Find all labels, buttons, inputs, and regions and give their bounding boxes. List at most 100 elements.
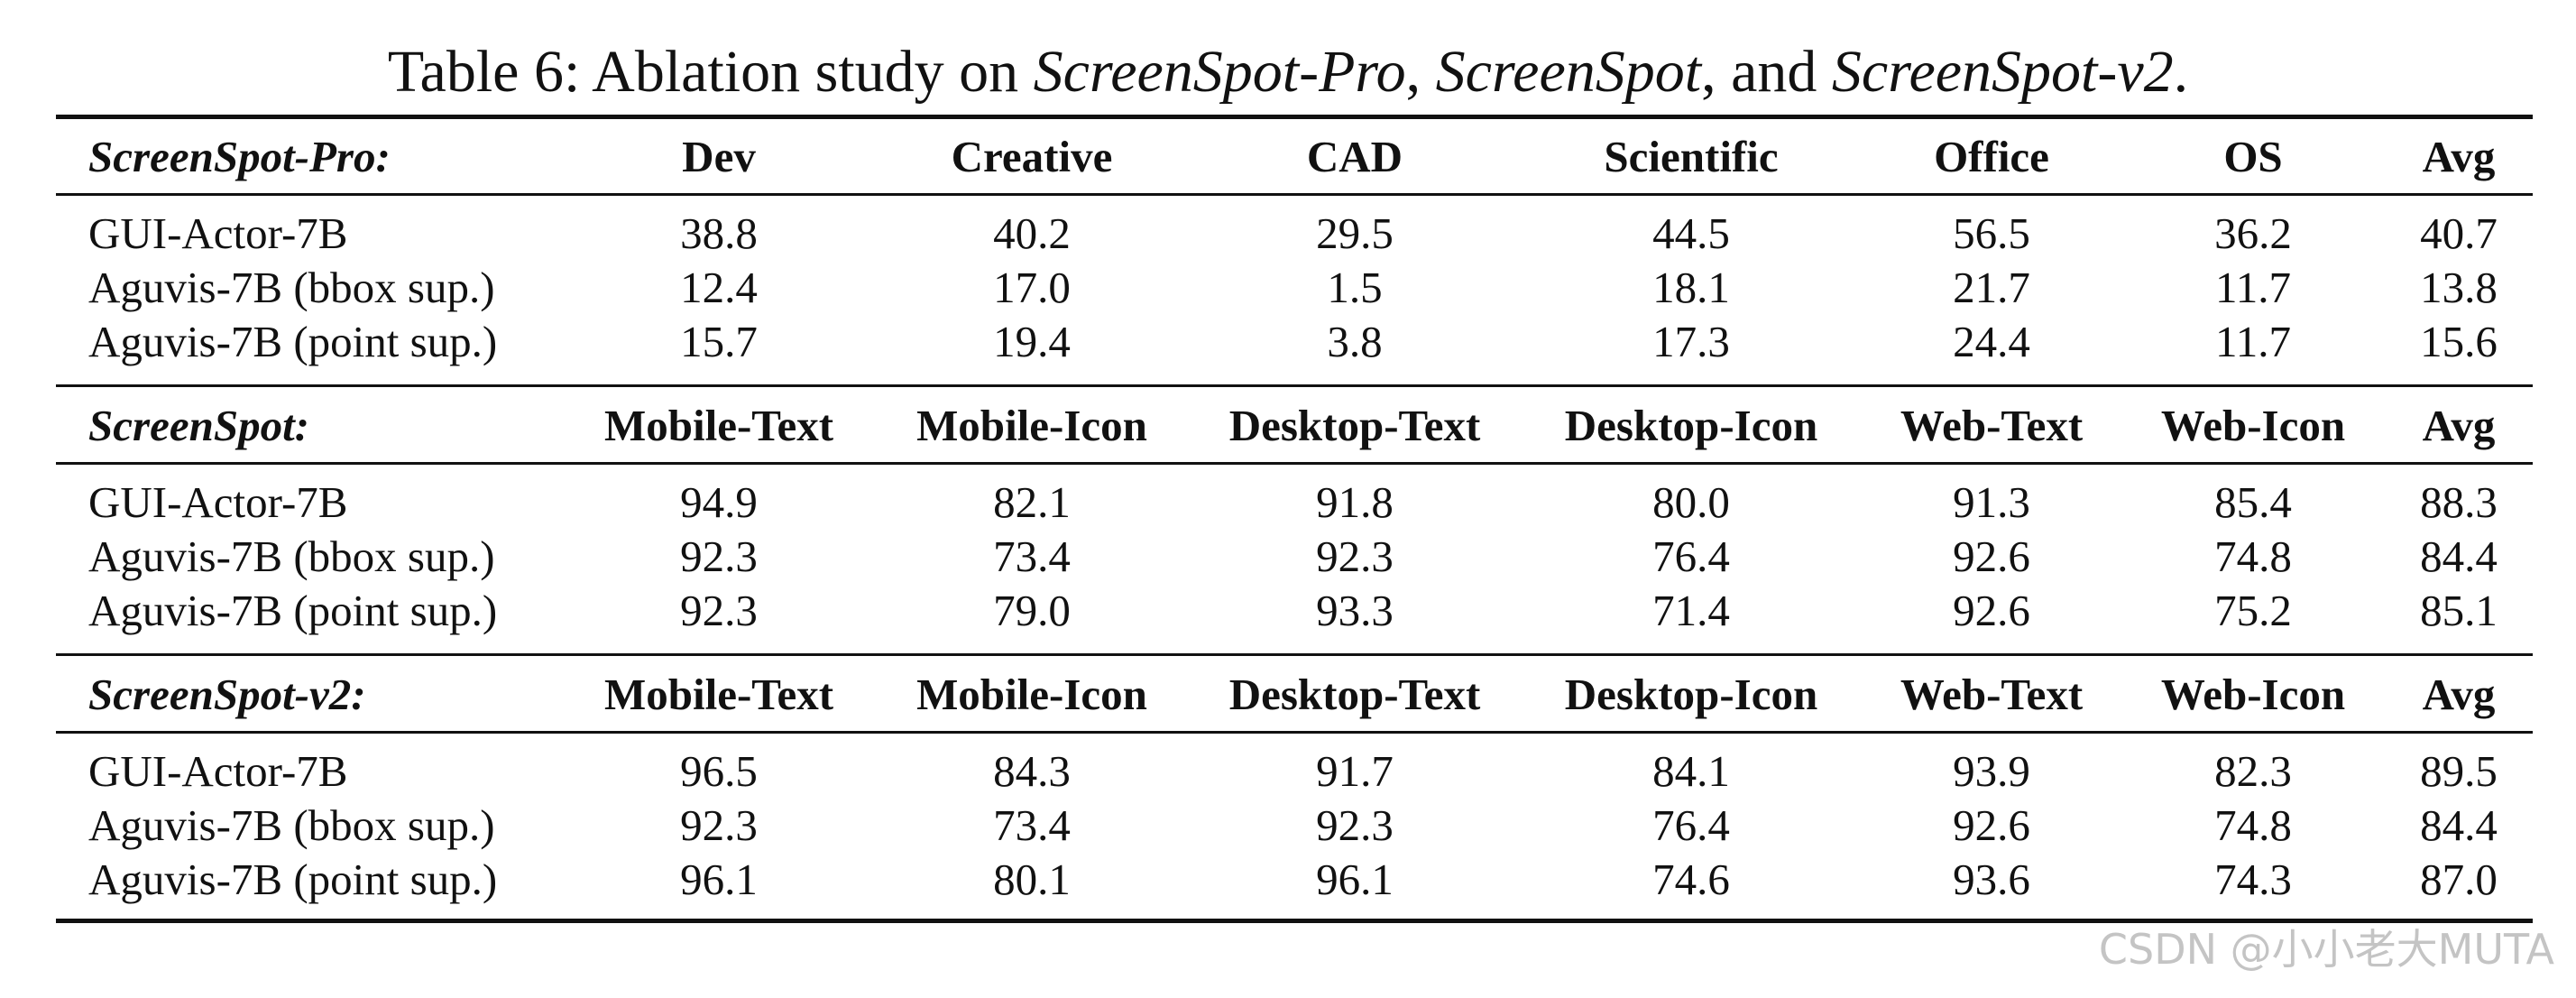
section-rule: [56, 653, 2533, 656]
model-name: Aguvis-7B (point sup.): [88, 317, 498, 366]
score-cell: 15.6: [2420, 317, 2498, 366]
score-cell: 12.4: [680, 263, 758, 312]
column-header: CAD: [1306, 132, 1403, 181]
score-cell: 92.3: [680, 586, 758, 635]
column-header: Mobile-Icon: [916, 670, 1147, 719]
score-cell: 93.6: [1953, 855, 2030, 904]
column-header: Desktop-Text: [1228, 401, 1481, 450]
score-cell: 84.4: [2420, 800, 2498, 850]
score-cell: 85.1: [2420, 586, 2498, 635]
score-cell: 74.6: [1652, 855, 1730, 904]
table-row: GUI-Actor-7B 94.9 82.1 91.8 80.0 91.3 85.4 88.3: [56, 476, 2533, 530]
table-row: Aguvis-7B (point sup.) 92.3 79.0 93.3 71.4 92…: [56, 584, 2533, 638]
table-caption: Table 6: Ablation study on ScreenSpot-Pr…: [0, 36, 2576, 108]
header-rule: [56, 731, 2533, 734]
column-header: Avg: [2422, 401, 2496, 450]
score-cell: 92.6: [1953, 531, 2030, 581]
score-cell: 18.1: [1652, 263, 1730, 312]
model-name: GUI-Actor-7B: [88, 746, 348, 796]
score-cell: 29.5: [1316, 208, 1394, 258]
score-cell: 74.3: [2214, 855, 2292, 904]
score-cell: 38.8: [680, 208, 758, 258]
score-cell: 82.3: [2214, 746, 2292, 796]
score-cell: 92.3: [680, 800, 758, 850]
caption-bench-screenspot-pro: ScreenSpot-Pro: [1033, 39, 1406, 105]
section-header-row: ScreenSpot-v2: Mobile-Text Mobile-Icon Desk…: [56, 668, 2533, 722]
table-row: Aguvis-7B (point sup.) 15.7 19.4 3.8 17.3 24.…: [56, 315, 2533, 369]
score-cell: 24.4: [1953, 317, 2030, 366]
table-row: Aguvis-7B (bbox sup.) 92.3 73.4 92.3 76.4 92.…: [56, 799, 2533, 853]
column-header: Web-Icon: [2160, 670, 2346, 719]
column-header: OS: [2223, 132, 2283, 181]
column-header: Mobile-Text: [603, 670, 834, 719]
score-cell: 13.8: [2420, 263, 2498, 312]
column-header: Desktop-Text: [1228, 670, 1481, 719]
score-cell: 94.9: [680, 477, 758, 527]
score-cell: 89.5: [2420, 746, 2498, 796]
score-cell: 76.4: [1652, 531, 1730, 581]
column-header: Avg: [2422, 670, 2496, 719]
score-cell: 91.3: [1953, 477, 2030, 527]
caption-sep-2: , and: [1701, 39, 1832, 105]
bottom-rule: [56, 919, 2533, 923]
score-cell: 76.4: [1652, 800, 1730, 850]
column-header: Creative: [951, 132, 1113, 181]
table-row: Aguvis-7B (point sup.) 96.1 80.1 96.1 74.6 93…: [56, 853, 2533, 907]
table-row: GUI-Actor-7B 38.8 40.2 29.5 44.5 56.5 36.2 40.7: [56, 207, 2533, 261]
score-cell: 40.7: [2420, 208, 2498, 258]
score-cell: 96.5: [680, 746, 758, 796]
score-cell: 92.3: [680, 531, 758, 581]
score-cell: 84.4: [2420, 531, 2498, 581]
score-cell: 92.6: [1953, 586, 2030, 635]
score-cell: 84.3: [993, 746, 1071, 796]
score-cell: 74.8: [2214, 800, 2292, 850]
score-cell: 71.4: [1652, 586, 1730, 635]
score-cell: 87.0: [2420, 855, 2498, 904]
score-cell: 96.1: [1316, 855, 1394, 904]
model-name: Aguvis-7B (bbox sup.): [88, 263, 495, 312]
score-cell: 17.3: [1652, 317, 1730, 366]
caption-suffix: .: [2173, 39, 2189, 105]
top-rule: [56, 115, 2533, 119]
section-name: ScreenSpot:: [88, 401, 309, 450]
score-cell: 44.5: [1652, 208, 1730, 258]
score-cell: 19.4: [993, 317, 1071, 366]
model-name: GUI-Actor-7B: [88, 477, 348, 527]
table-row: Aguvis-7B (bbox sup.) 12.4 17.0 1.5 18.1 21.7…: [56, 261, 2533, 315]
score-cell: 40.2: [993, 208, 1071, 258]
score-cell: 80.1: [993, 855, 1071, 904]
score-cell: 80.0: [1652, 477, 1730, 527]
score-cell: 85.4: [2214, 477, 2292, 527]
header-rule: [56, 193, 2533, 196]
column-header: Scientific: [1604, 132, 1779, 181]
score-cell: 96.1: [680, 855, 758, 904]
column-header: Desktop-Icon: [1564, 401, 1818, 450]
column-header: Avg: [2422, 132, 2496, 181]
score-cell: 92.6: [1953, 800, 2030, 850]
score-cell: 75.2: [2214, 586, 2292, 635]
score-cell: 3.8: [1327, 317, 1383, 366]
column-header: Desktop-Icon: [1564, 670, 1818, 719]
section-header-row: ScreenSpot: Mobile-Text Mobile-Icon Desktop…: [56, 399, 2533, 453]
score-cell: 91.8: [1316, 477, 1394, 527]
score-cell: 11.7: [2215, 317, 2291, 366]
score-cell: 93.9: [1953, 746, 2030, 796]
score-cell: 73.4: [993, 531, 1071, 581]
model-name: Aguvis-7B (point sup.): [88, 586, 498, 635]
table-row: GUI-Actor-7B 96.5 84.3 91.7 84.1 93.9 82.3 89.5: [56, 744, 2533, 799]
score-cell: 11.7: [2215, 263, 2291, 312]
caption-bench-screenspot: ScreenSpot: [1435, 39, 1702, 105]
table-row: Aguvis-7B (bbox sup.) 92.3 73.4 92.3 76.4 92.…: [56, 530, 2533, 584]
score-cell: 92.3: [1316, 800, 1394, 850]
model-name: Aguvis-7B (point sup.): [88, 855, 498, 904]
score-cell: 84.1: [1652, 746, 1730, 796]
score-cell: 74.8: [2214, 531, 2292, 581]
score-cell: 36.2: [2214, 208, 2292, 258]
column-header: Mobile-Icon: [916, 401, 1147, 450]
section-name: ScreenSpot-v2:: [88, 670, 366, 719]
score-cell: 82.1: [993, 477, 1071, 527]
score-cell: 73.4: [993, 800, 1071, 850]
model-name: Aguvis-7B (bbox sup.): [88, 800, 495, 850]
column-header: Mobile-Text: [603, 401, 834, 450]
column-header: Web-Text: [1900, 401, 2084, 450]
